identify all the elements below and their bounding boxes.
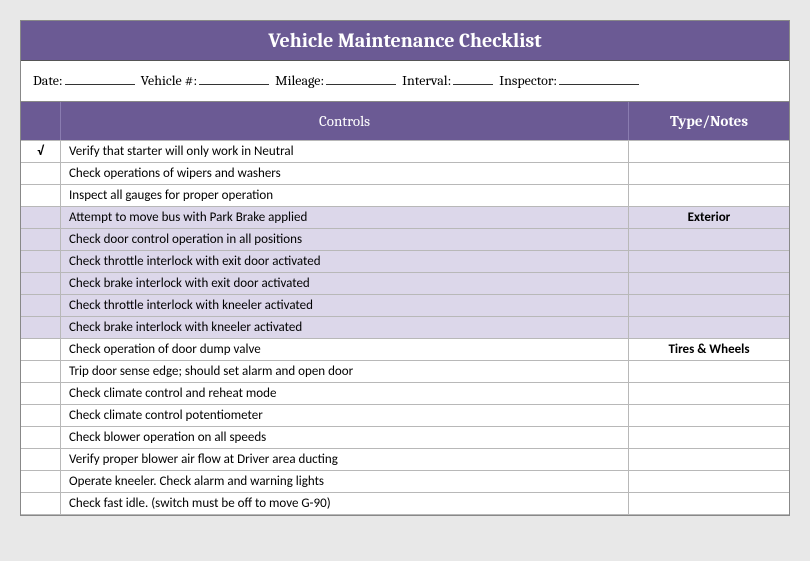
check-cell[interactable] xyxy=(21,339,61,360)
note-cell xyxy=(629,229,789,250)
table-row: Trip door sense edge; should set alarm a… xyxy=(21,360,789,382)
meta-mileage: Mileage: xyxy=(275,71,396,89)
control-cell: Inspect all gauges for proper operation xyxy=(61,185,629,206)
control-cell: Check throttle interlock with kneeler ac… xyxy=(61,295,629,316)
check-cell[interactable] xyxy=(21,317,61,338)
check-cell[interactable] xyxy=(21,295,61,316)
table-row: Check operation of door dump valveTires … xyxy=(21,338,789,360)
meta-date: Date: xyxy=(33,71,135,89)
check-cell[interactable] xyxy=(21,251,61,272)
control-cell: Check operations of wipers and washers xyxy=(61,163,629,184)
mileage-label: Mileage: xyxy=(275,72,324,89)
meta-interval: Interval: xyxy=(402,71,493,89)
date-label: Date: xyxy=(33,72,63,89)
check-cell[interactable] xyxy=(21,273,61,294)
control-cell: Check operation of door dump valve xyxy=(61,339,629,360)
mileage-input-line[interactable] xyxy=(326,71,396,85)
check-cell[interactable] xyxy=(21,229,61,250)
control-cell: Trip door sense edge; should set alarm a… xyxy=(61,361,629,382)
note-cell xyxy=(629,427,789,448)
table-header: Controls Type/Notes xyxy=(21,102,789,140)
note-cell xyxy=(629,317,789,338)
note-cell xyxy=(629,295,789,316)
control-cell: Check brake interlock with kneeler activ… xyxy=(61,317,629,338)
table-row: Check climate control and reheat mode xyxy=(21,382,789,404)
check-cell[interactable] xyxy=(21,449,61,470)
control-cell: Check climate control potentiometer xyxy=(61,405,629,426)
meta-vehicle: Vehicle #: xyxy=(141,71,270,89)
inspector-input-line[interactable] xyxy=(559,71,639,85)
table-row: Check door control operation in all posi… xyxy=(21,228,789,250)
interval-input-line[interactable] xyxy=(453,71,493,85)
note-cell xyxy=(629,493,789,514)
note-cell xyxy=(629,471,789,492)
note-cell: Exterior xyxy=(629,207,789,228)
table-row: Check blower operation on all speeds xyxy=(21,426,789,448)
table-row: Check fast idle. (switch must be off to … xyxy=(21,492,789,515)
check-cell[interactable] xyxy=(21,427,61,448)
table-row: Check brake interlock with exit door act… xyxy=(21,272,789,294)
control-cell: Check blower operation on all speeds xyxy=(61,427,629,448)
vehicle-input-line[interactable] xyxy=(199,71,269,85)
table-row: Check throttle interlock with kneeler ac… xyxy=(21,294,789,316)
note-cell xyxy=(629,163,789,184)
note-cell xyxy=(629,449,789,470)
table-row: Check brake interlock with kneeler activ… xyxy=(21,316,789,338)
control-cell: Check throttle interlock with exit door … xyxy=(61,251,629,272)
table-row: √Verify that starter will only work in N… xyxy=(21,140,789,162)
title-bar: Vehicle Maintenance Checklist xyxy=(21,21,789,61)
vehicle-label: Vehicle #: xyxy=(141,72,198,89)
control-cell: Attempt to move bus with Park Brake appl… xyxy=(61,207,629,228)
check-cell[interactable] xyxy=(21,207,61,228)
check-cell[interactable] xyxy=(21,361,61,382)
table-row: Check throttle interlock with exit door … xyxy=(21,250,789,272)
control-cell: Verify proper blower air flow at Driver … xyxy=(61,449,629,470)
note-cell xyxy=(629,273,789,294)
date-input-line[interactable] xyxy=(65,71,135,85)
meta-row: Date: Vehicle #: Mileage: Interval: Insp… xyxy=(21,61,789,102)
control-cell: Check fast idle. (switch must be off to … xyxy=(61,493,629,514)
meta-inspector: Inspector: xyxy=(499,71,639,89)
table-row: Check climate control potentiometer xyxy=(21,404,789,426)
checklist-sheet: Vehicle Maintenance Checklist Date: Vehi… xyxy=(20,20,790,516)
note-cell xyxy=(629,141,789,162)
note-cell xyxy=(629,383,789,404)
table-body: √Verify that starter will only work in N… xyxy=(21,140,789,515)
check-cell[interactable]: √ xyxy=(21,141,61,162)
table-row: Attempt to move bus with Park Brake appl… xyxy=(21,206,789,228)
check-cell[interactable] xyxy=(21,383,61,404)
inspector-label: Inspector: xyxy=(499,72,557,89)
header-notes: Type/Notes xyxy=(629,102,789,140)
note-cell xyxy=(629,185,789,206)
table-row: Check operations of wipers and washers xyxy=(21,162,789,184)
control-cell: Operate kneeler. Check alarm and warning… xyxy=(61,471,629,492)
table-row: Inspect all gauges for proper operation xyxy=(21,184,789,206)
check-cell[interactable] xyxy=(21,471,61,492)
control-cell: Verify that starter will only work in Ne… xyxy=(61,141,629,162)
control-cell: Check brake interlock with exit door act… xyxy=(61,273,629,294)
note-cell: Tires & Wheels xyxy=(629,339,789,360)
check-cell[interactable] xyxy=(21,493,61,514)
control-cell: Check door control operation in all posi… xyxy=(61,229,629,250)
check-cell[interactable] xyxy=(21,163,61,184)
table-row: Verify proper blower air flow at Driver … xyxy=(21,448,789,470)
header-check xyxy=(21,102,61,140)
note-cell xyxy=(629,405,789,426)
check-cell[interactable] xyxy=(21,185,61,206)
page-title: Vehicle Maintenance Checklist xyxy=(268,29,541,52)
note-cell xyxy=(629,361,789,382)
table-row: Operate kneeler. Check alarm and warning… xyxy=(21,470,789,492)
note-cell xyxy=(629,251,789,272)
interval-label: Interval: xyxy=(402,72,451,89)
header-controls: Controls xyxy=(61,102,629,140)
control-cell: Check climate control and reheat mode xyxy=(61,383,629,404)
check-cell[interactable] xyxy=(21,405,61,426)
